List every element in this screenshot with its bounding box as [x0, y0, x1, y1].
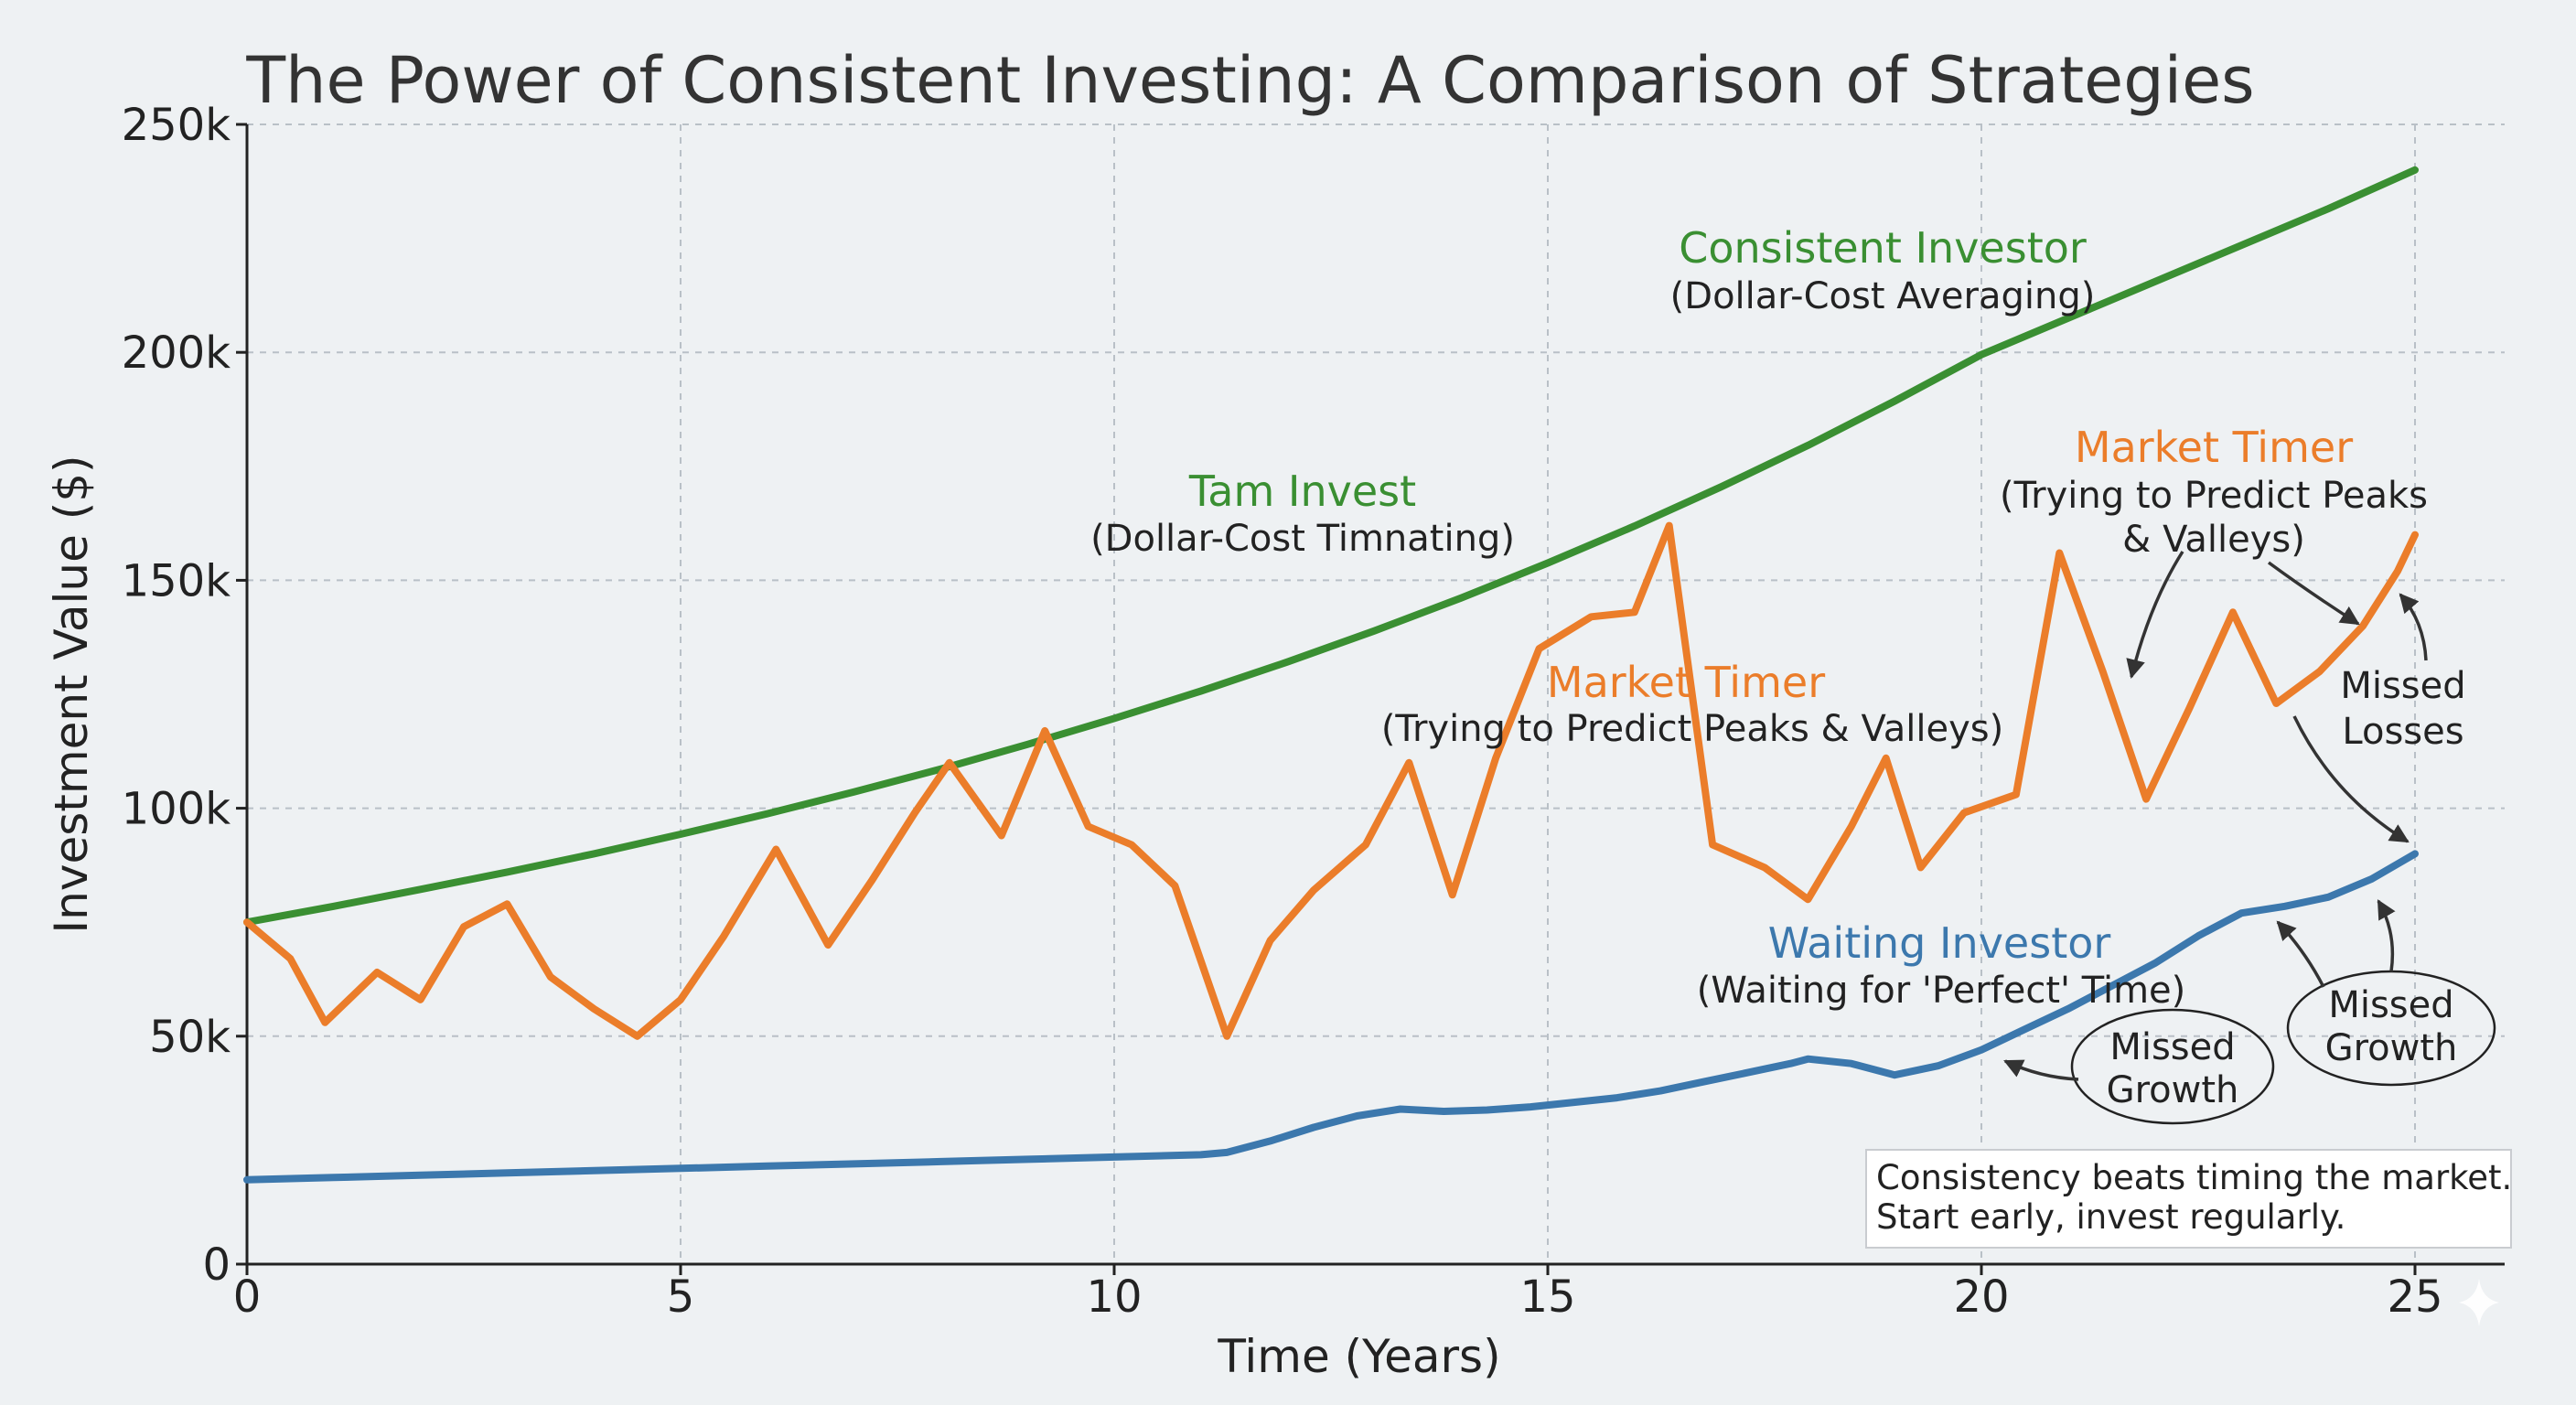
series-lines	[243, 166, 2419, 1184]
y-tick-label: 100k	[122, 784, 231, 835]
label-missed-growth-right-1: Missed	[2328, 984, 2453, 1026]
y-tick-label: 250k	[122, 100, 231, 151]
label-consistent-investor-sub: (Dollar-Cost Averaging)	[1670, 275, 2096, 317]
note-line-1: Consistency beats timing the market.	[1876, 1158, 2512, 1197]
series-line-consistent-investor	[243, 166, 2419, 927]
arrow-timer-to-peak	[2126, 551, 2184, 680]
label-market-timer-right: Market Timer	[2075, 423, 2353, 472]
label-consistent-investor: Consistent Investor	[1679, 223, 2087, 273]
label-waiting-investor: Waiting Investor	[1768, 918, 2111, 968]
label-tam-invest: Tam Invest	[1188, 467, 1416, 516]
axis-ticks: 0 5 10 15 20 25 0 50k 100k 150k 200k 250k	[122, 100, 2443, 1323]
note-line-2: Start early, invest regularly.	[1876, 1197, 2345, 1237]
label-market-timer-mid: Market Timer	[1547, 658, 1825, 707]
label-missed-losses-2: Losses	[2342, 711, 2463, 753]
grid	[247, 123, 2505, 1264]
label-market-timer-mid-sub: (Trying to Predict Peaks & Valleys)	[1381, 708, 2003, 750]
y-tick-label: 50k	[149, 1012, 231, 1063]
x-axis-title: Time (Years)	[1217, 1330, 1500, 1383]
label-market-timer-right-sub-2: & Valleys)	[2122, 519, 2305, 561]
arrow-missed-losses	[2399, 593, 2428, 661]
label-missed-growth-left-2: Growth	[2107, 1069, 2239, 1111]
y-tick-label: 200k	[122, 327, 231, 379]
label-missed-growth-right-2: Growth	[2325, 1027, 2458, 1069]
x-tick-label: 5	[667, 1271, 695, 1323]
series-line-market-timer	[243, 521, 2419, 1040]
x-tick-label: 20	[1953, 1271, 2009, 1323]
y-axis-title: Investment Value ($)	[45, 455, 98, 933]
arrow-growth-right-b	[2377, 899, 2396, 972]
label-waiting-investor-sub: (Waiting for 'Perfect' Time)	[1697, 970, 2186, 1012]
label-missed-growth-left-1: Missed	[2109, 1026, 2235, 1068]
y-tick-label: 150k	[122, 555, 231, 606]
missed-growth-bubble-left	[2070, 1008, 2275, 1125]
y-tick-label: 0	[202, 1239, 231, 1291]
series-line-waiting-investor	[243, 850, 2419, 1184]
x-tick-label: 0	[233, 1271, 262, 1323]
x-tick-label: 25	[2387, 1271, 2442, 1323]
chart-title: The Power of Consistent Investing: A Com…	[245, 43, 2254, 118]
label-tam-invest-sub: (Dollar-Cost Timnating)	[1090, 518, 1515, 560]
x-tick-label: 15	[1519, 1271, 1575, 1323]
label-market-timer-right-sub-1: (Trying to Predict Peaks	[2000, 475, 2428, 517]
sparkle-icon	[2459, 1279, 2499, 1326]
note-box	[1865, 1149, 2512, 1249]
label-missed-losses-1: Missed	[2340, 665, 2465, 707]
x-tick-label: 10	[1086, 1271, 1142, 1323]
arrow-timer-to-right-peak	[2267, 561, 2360, 626]
arrow-growth-right-a	[2276, 920, 2325, 988]
arrow-losses-to-waiting	[2292, 715, 2410, 843]
arrow-growth-left	[2003, 1059, 2079, 1081]
